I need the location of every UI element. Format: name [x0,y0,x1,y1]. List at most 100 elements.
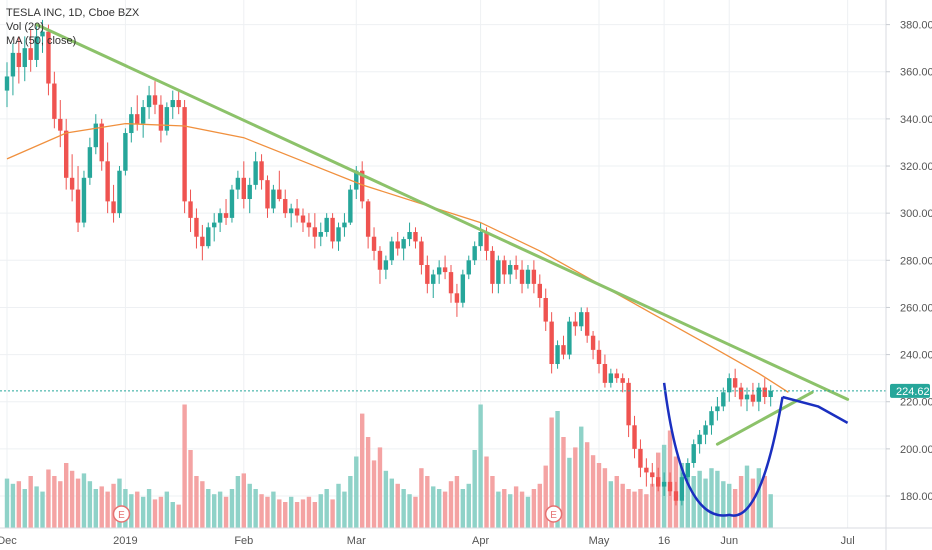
x-tick-label: 2019 [113,535,137,547]
volume-bar [496,491,501,528]
candle-body [259,161,264,181]
volume-bar [87,481,93,528]
candle-body [508,265,513,275]
candle-body [87,147,93,178]
volume-bar [768,494,773,528]
handle-line [782,395,849,424]
volume-bar [365,437,371,528]
candle-body [691,444,696,464]
time-axis[interactable]: Dec 2019 Feb Mar Apr May 16 Jun Jul [0,527,932,547]
candle-body [727,378,732,393]
candle-body [549,321,554,365]
volume-bar [590,455,596,528]
candle-body [28,48,33,60]
volume-bar [472,450,477,528]
candle-body [425,265,430,284]
volume-bar [200,481,205,528]
volume-bar [614,476,619,528]
x-tick-label: 16 [658,535,670,547]
candle-body [64,130,69,178]
candle-body [768,390,773,398]
candle-body [715,406,720,412]
volume-bar [549,417,554,528]
candle-body [300,215,306,223]
volume-bar [170,502,175,528]
volume-bar [265,496,270,528]
candle-body [217,213,223,223]
volume-bar [584,442,590,528]
volume-bar [111,483,116,528]
volume-bar [531,489,537,528]
candle-body [22,48,27,68]
volume-bar [117,478,122,528]
volume-bar [64,463,69,528]
candle-body [537,283,542,299]
candle-body [288,208,294,214]
volume-bar [312,502,318,528]
candle-body [407,232,412,240]
volume-bar [756,468,762,528]
candle-body [661,481,667,487]
volume-bars [4,404,773,528]
candle-body [170,100,175,108]
volume-bar [182,404,187,528]
candle-body [164,107,170,131]
volume-bar [620,483,625,528]
candle-body [135,114,140,124]
symbol-title[interactable]: TESLA INC, 1D, Cboe BZX [6,7,140,19]
volume-bar [448,481,454,528]
candle-body [531,269,537,284]
volume-bar [146,489,152,528]
candle-body [395,241,400,249]
candle-body [561,345,566,355]
volume-bar [336,483,341,528]
candle-body [484,232,489,251]
volume-indicator-label[interactable]: Vol (20) [6,21,44,33]
volume-bar [460,489,466,528]
candle-body [306,222,312,228]
volume-bar [52,476,57,528]
volume-bar [259,494,264,528]
candle-body [206,227,211,247]
x-tick-label: Jul [841,535,855,547]
candle-body [117,170,122,214]
candle-body [738,387,744,400]
grid-lines [0,0,886,528]
candle-body [348,189,353,223]
candle-body [525,269,531,284]
volume-bar [46,469,51,528]
candle-body [656,477,661,487]
volume-bar [537,483,542,528]
candle-body [146,95,152,108]
volume-bar [650,483,655,528]
volume-bar [626,489,631,528]
candle-body [543,298,548,322]
volume-bar [247,483,252,528]
candle-body [644,467,649,473]
candle-body [194,217,199,237]
candle-body [69,177,75,190]
volume-bar [454,476,460,528]
volume-bar [34,486,39,528]
ma-indicator-label[interactable]: MA (50, close) [6,35,77,47]
candle-body [466,260,471,275]
candle-body [667,481,673,492]
x-tick-label: Feb [234,535,253,547]
volume-bar [22,489,27,528]
candle-body [342,222,347,228]
candle-body [58,118,63,131]
candle-body [247,184,252,200]
candle-body [608,373,614,383]
candle-body [632,425,637,449]
chart-legend: TESLA INC, 1D, Cboe BZX Vol (20) MA (50,… [6,6,139,48]
price-axis[interactable]: 180.00 200.00 220.00 240.00 260.00 280.00 300.… [885,0,932,550]
volume-bar [10,483,16,528]
y-tick-label: 380.00 [900,20,932,32]
candle-body [360,170,365,202]
volume-bar [40,491,45,528]
x-tick-label: May [589,535,610,547]
candle-body [703,425,708,435]
volume-bar [632,491,637,528]
